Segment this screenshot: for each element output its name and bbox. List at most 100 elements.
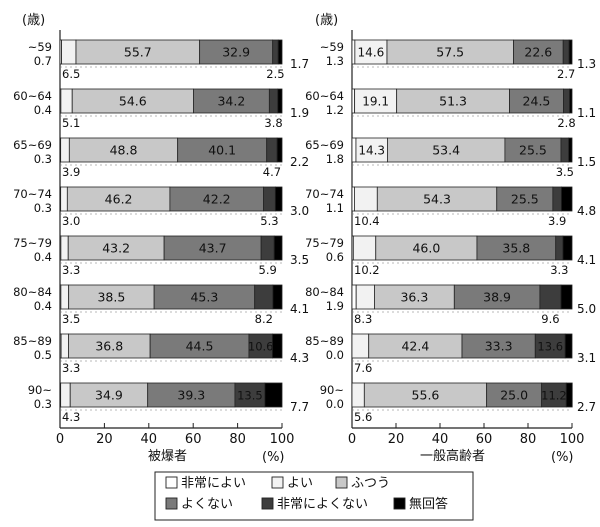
bar-segment	[272, 39, 279, 65]
x-axis-label: 一般高齢者	[420, 448, 485, 464]
bar-segment	[273, 235, 283, 261]
bar-segment	[368, 333, 463, 359]
x-tick-label: 80	[520, 432, 537, 447]
bar-segment	[352, 235, 377, 261]
data-label: 32.9	[222, 45, 250, 60]
data-label: 3.9	[62, 165, 80, 179]
data-label: 46.0	[412, 241, 440, 256]
bar-segment	[560, 137, 570, 163]
x-axis-unit: (%)	[551, 450, 574, 465]
bar-segment	[60, 88, 73, 114]
y-axis-label: (歳)	[22, 13, 45, 28]
data-label: 5.1	[62, 116, 80, 130]
data-label: 0.4	[34, 250, 52, 264]
bar-segment	[534, 333, 566, 359]
legend-swatch	[165, 497, 178, 510]
category-label: 60~64	[305, 89, 344, 103]
data-label: 0.6	[326, 250, 344, 264]
bar-segment	[351, 382, 365, 408]
data-label: 1.1	[326, 201, 344, 215]
data-label: 3.3	[62, 263, 80, 277]
data-label: 3.9	[548, 214, 566, 228]
bar-segment	[149, 333, 250, 359]
bar-segment	[147, 382, 236, 408]
data-label: 4.8	[577, 204, 596, 218]
bar-segment	[169, 186, 264, 212]
y-axis-label: (歳)	[315, 13, 338, 28]
category-label: 80~84	[305, 285, 344, 299]
chart-panel-hibakusha: (歳) 被爆者 (%) 0 20 40 60 80 100 ~590.7 6.5 55.7 32.…	[13, 13, 309, 465]
bar-segment	[568, 137, 573, 163]
legend-label: 非常によくない	[277, 497, 368, 512]
data-label: 3.5	[290, 253, 309, 267]
bar-segment	[562, 39, 570, 65]
x-axis-unit: (%)	[262, 450, 285, 465]
bar-segment	[60, 333, 69, 359]
legend-swatch	[165, 476, 178, 489]
category-label: ~59	[28, 40, 52, 54]
data-label: 42.2	[203, 192, 231, 207]
legend-swatch	[261, 497, 274, 510]
data-label: 51.3	[439, 94, 467, 109]
data-label: 1.3	[577, 57, 596, 71]
x-axis-label: 被爆者	[148, 449, 187, 464]
bar-segment	[569, 88, 573, 114]
category-label: 90~	[28, 383, 52, 397]
bar-segment	[561, 186, 573, 212]
data-label: 0.3	[34, 397, 52, 411]
data-label: 43.7	[199, 241, 227, 256]
data-label: 55.7	[124, 45, 152, 60]
data-label: 3.3	[62, 361, 80, 375]
bar-segment	[351, 333, 370, 359]
x-tick-label: 20	[96, 432, 113, 447]
bar-segment	[486, 382, 543, 408]
x-tick-label: 100	[270, 432, 295, 447]
data-label: 3.0	[62, 214, 80, 228]
legend-swatch	[335, 476, 348, 489]
category-label: 85~89	[305, 334, 344, 348]
data-label: 1.7	[290, 57, 309, 71]
bar-segment	[234, 382, 266, 408]
data-label: 44.5	[186, 339, 214, 354]
data-label: 54.6	[119, 94, 147, 109]
data-label: 3.3	[550, 263, 568, 277]
x-tick-label: 0	[348, 432, 356, 447]
bar-segment	[563, 88, 570, 114]
bar-segment	[67, 235, 165, 261]
bar-segment	[60, 186, 68, 212]
data-label: 10.4	[354, 214, 380, 228]
bar-segment	[60, 382, 71, 408]
bar-segment	[354, 39, 388, 65]
bar-segment	[355, 137, 388, 163]
data-label: 2.2	[290, 155, 309, 169]
bar-segment	[264, 382, 283, 408]
bar-segment	[513, 39, 564, 65]
bar-segment	[386, 39, 514, 65]
bar-segment	[60, 284, 70, 310]
data-label: 22.6	[524, 45, 552, 60]
bar-segment	[562, 235, 573, 261]
bar-segment	[277, 88, 283, 114]
data-label: 25.0	[500, 388, 528, 403]
data-label: 45.3	[190, 290, 218, 305]
data-label: 2.8	[557, 116, 575, 130]
data-label: 35.8	[502, 241, 530, 256]
data-label: 5.6	[354, 410, 372, 424]
data-label: 1.8	[326, 152, 344, 166]
bar-segment	[260, 235, 275, 261]
data-label: 3.0	[290, 204, 309, 218]
data-label: 25.5	[519, 143, 547, 158]
category-label: ~59	[320, 40, 344, 54]
x-tick-label: 20	[388, 432, 405, 447]
data-label: 25.5	[511, 192, 539, 207]
data-label: 4.7	[263, 165, 281, 179]
data-label: 1.1	[577, 106, 596, 120]
data-label: 4.1	[290, 302, 309, 316]
data-label: 40.1	[208, 143, 236, 158]
category-label: 70~74	[305, 187, 344, 201]
bar-segment	[351, 137, 357, 163]
data-label: 8.2	[255, 312, 273, 326]
data-label: 7.6	[354, 361, 372, 375]
data-label: 9.6	[541, 312, 559, 326]
